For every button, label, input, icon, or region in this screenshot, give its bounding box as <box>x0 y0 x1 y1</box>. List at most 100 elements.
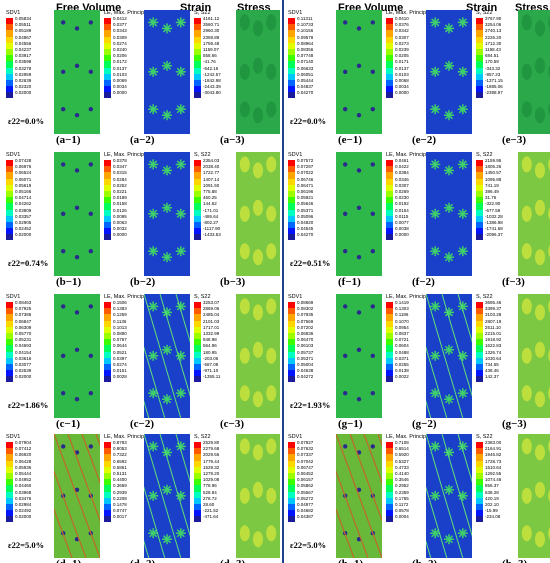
stress-concentration <box>253 391 263 408</box>
legend-values: 0.08669 0.08302 0.07935 0.07569 0.07202 0.068… <box>297 300 313 381</box>
particle-marker <box>74 63 80 68</box>
subfigure-label: (a−2) <box>130 134 155 146</box>
legend-title: SDV1 <box>288 152 303 158</box>
legend-swatch <box>476 460 483 467</box>
particle-marker <box>356 450 362 455</box>
legend-swatch <box>386 479 393 486</box>
legend-swatch <box>476 472 483 480</box>
legend-value: 0.04837 <box>297 84 314 90</box>
legend-value: 0.06452 <box>297 471 314 477</box>
legend-swatch <box>476 351 483 358</box>
legend-value: 0.0274 <box>113 40 127 46</box>
legend-swatch <box>104 454 111 461</box>
legend-swatch <box>386 448 393 455</box>
stress-field <box>518 294 550 418</box>
legend-title: SDV1 <box>288 10 303 16</box>
legend-swatch <box>194 18 201 25</box>
legend-swatch <box>104 79 111 87</box>
legend-swatch <box>476 357 483 364</box>
legend-value: 0.0171 <box>395 59 409 65</box>
strain-legend: LE, Max. Principal 0.8783 0.8053 0.7322 0.65… <box>104 434 148 524</box>
stress-field <box>518 10 550 134</box>
legend-value: 0.1506 <box>113 300 127 305</box>
subfigure-label: (g−3) <box>502 418 527 430</box>
legend-value: 0.0604 <box>395 343 409 349</box>
particle-marker <box>74 255 80 260</box>
strain-concentration <box>458 67 467 76</box>
legend-value: 775.88 <box>203 189 217 195</box>
particle-marker <box>343 20 348 25</box>
legend-value: 948.98 <box>203 337 217 343</box>
legend-swatch <box>194 376 201 383</box>
legend-swatch <box>194 479 201 486</box>
stress-legend: S, S22 2529.80 2279.68 2029.56 1779.44 1529.3… <box>194 434 238 524</box>
particle-marker <box>74 450 80 455</box>
free-volume-field <box>336 434 382 558</box>
applied-strain-label: ε22=0.0% <box>8 116 45 126</box>
legend-swatch <box>104 42 111 49</box>
particle-marker <box>74 310 80 315</box>
legend-colorbar <box>6 18 13 99</box>
legend-swatch <box>288 172 295 179</box>
legend-swatch <box>194 160 201 167</box>
legend-swatch <box>476 332 483 340</box>
legend-value: 0.05096 <box>297 213 314 219</box>
legend-value: -971.10 <box>203 368 219 374</box>
legend-swatch <box>386 24 393 31</box>
legend-value: 0.05371 <box>297 355 314 361</box>
subfigure-label: (d−2) <box>130 558 155 563</box>
legend-swatch <box>6 61 13 68</box>
particle-marker <box>370 69 375 74</box>
legend-colorbar <box>288 160 295 241</box>
legend-swatch <box>386 234 393 241</box>
legend-value: 0.6592 <box>113 458 127 464</box>
free-volume-legend: SDV1 0.08463 0.07925 0.07386 0.06847 0.06309 0… <box>6 294 50 384</box>
legend-value: 0.07925 <box>15 306 32 312</box>
legend-value: 0.0307 <box>395 34 409 40</box>
strain-field <box>426 10 472 134</box>
legend-swatch <box>6 479 13 486</box>
legend-value: 0.0346 <box>395 176 409 182</box>
legend-swatch <box>194 172 201 179</box>
stress-specimen <box>518 10 550 134</box>
legend-swatch <box>194 454 201 461</box>
legend-value: 1622.83 <box>485 343 502 349</box>
strain-legend: LE, Max. Principal 0.0378 0.0347 0.0315 0.02… <box>104 152 148 242</box>
strain-legend: LE, Max. Principal 0.0461 0.0422 0.0384 0.03… <box>386 152 430 242</box>
subfigure-label: (a−3) <box>220 134 245 146</box>
legend-swatch <box>6 18 13 25</box>
legend-swatch <box>104 497 111 504</box>
legend-colorbar <box>476 18 483 99</box>
legend-value: 0.05444 <box>297 78 314 84</box>
strain-concentration <box>444 253 454 262</box>
free-volume-specimen <box>54 434 100 558</box>
legend-value: 3767.90 <box>485 16 502 21</box>
legend-value: 0.0205 <box>395 53 409 59</box>
legend-swatch <box>194 491 201 498</box>
legend-title: LE, Max. Principal <box>386 434 431 440</box>
stress-concentration <box>239 487 250 504</box>
legend-swatch <box>386 302 393 309</box>
legend-value: 0.0138 <box>395 368 409 374</box>
particle-marker <box>61 444 66 449</box>
legend-swatch <box>386 36 393 43</box>
legend-swatch <box>476 345 483 352</box>
legend-swatch <box>476 209 483 216</box>
legend-values: 2159.95 1805.26 1450.57 1095.88 741.19 386.49… <box>485 158 503 239</box>
legend-value: 0.04714 <box>15 195 32 201</box>
legend-value: 0.1765 <box>395 495 409 501</box>
strain-concentration <box>149 302 158 311</box>
legend-value: 558.66 <box>203 53 217 59</box>
legend-swatch <box>6 357 13 364</box>
particle-marker <box>356 63 362 68</box>
legend-value: 2029.56 <box>203 452 220 458</box>
strain-panel: LE, Max. Principal 0.0410 0.0376 0.0342 0.03… <box>386 10 474 134</box>
subfigure-label: (c−1) <box>56 418 80 430</box>
stress-field <box>518 434 550 558</box>
legend-colorbar <box>104 160 111 241</box>
legend-swatch <box>288 203 295 210</box>
legend-swatch <box>104 448 111 455</box>
legend-swatch <box>386 466 393 473</box>
legend-swatch <box>288 36 295 43</box>
legend-value: 0.0103 <box>395 71 409 77</box>
